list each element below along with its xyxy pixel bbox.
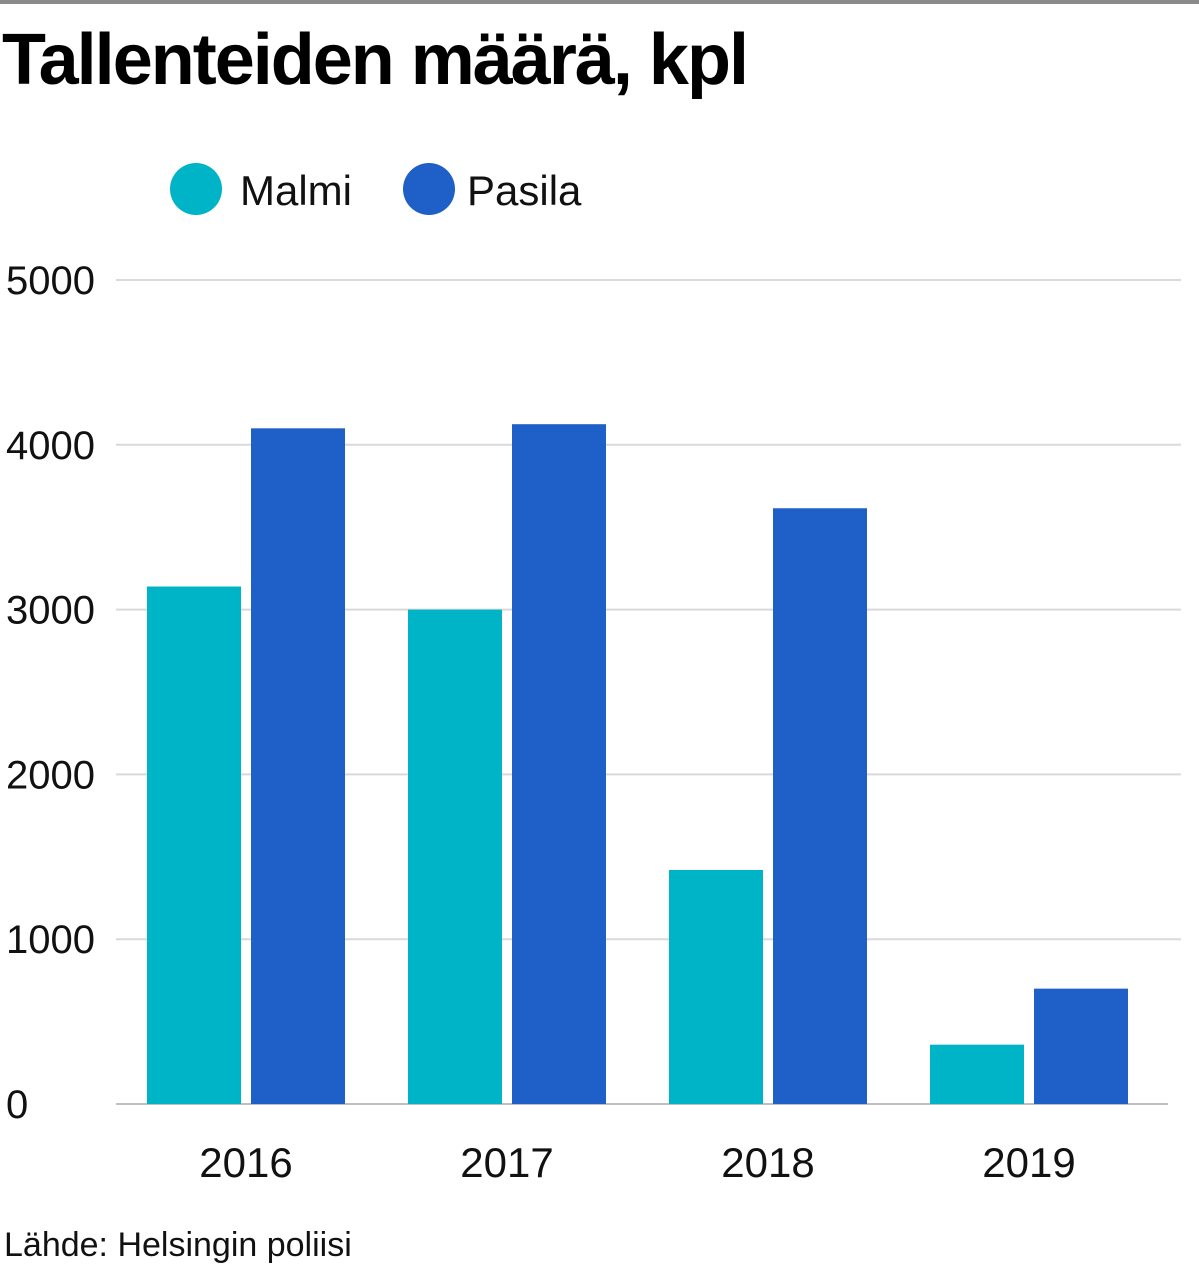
y-tick-label: 2000	[6, 753, 95, 797]
bar-pasila-2016	[251, 428, 345, 1104]
bar-malmi-2017	[408, 609, 502, 1104]
bar-pasila-2017	[512, 424, 606, 1104]
x-tick-label: 2019	[982, 1139, 1075, 1186]
bar-malmi-2018	[669, 869, 763, 1104]
x-tick-label: 2018	[721, 1139, 814, 1186]
x-tick-label: 2017	[460, 1139, 553, 1186]
top-rule	[0, 0, 1199, 4]
x-axis-ticks: 2016 2017 2018 2019	[199, 1139, 1075, 1186]
legend-swatch-pasila	[403, 163, 455, 215]
bar-malmi-2019	[930, 1044, 1024, 1104]
y-axis-ticks: 0 1000 2000 3000 4000 5000	[6, 259, 95, 1127]
source-note: Lähde: Helsingin poliisi	[4, 1226, 352, 1264]
bar-pasila-2018	[773, 508, 867, 1104]
y-tick-label: 0	[6, 1083, 28, 1127]
legend: Malmi Pasila	[170, 163, 582, 215]
y-tick-label: 1000	[6, 918, 95, 962]
legend-label-malmi: Malmi	[240, 167, 352, 214]
x-tick-label: 2016	[199, 1139, 292, 1186]
bar-malmi-2016	[147, 586, 241, 1104]
y-tick-label: 5000	[6, 259, 95, 303]
legend-swatch-malmi	[170, 163, 222, 215]
bar-pasila-2019	[1034, 988, 1128, 1104]
y-tick-label: 4000	[6, 424, 95, 468]
legend-label-pasila: Pasila	[467, 167, 582, 214]
bars	[147, 424, 1128, 1104]
chart-title: Tallenteiden määrä, kpl	[2, 20, 749, 100]
y-tick-label: 3000	[6, 589, 95, 633]
